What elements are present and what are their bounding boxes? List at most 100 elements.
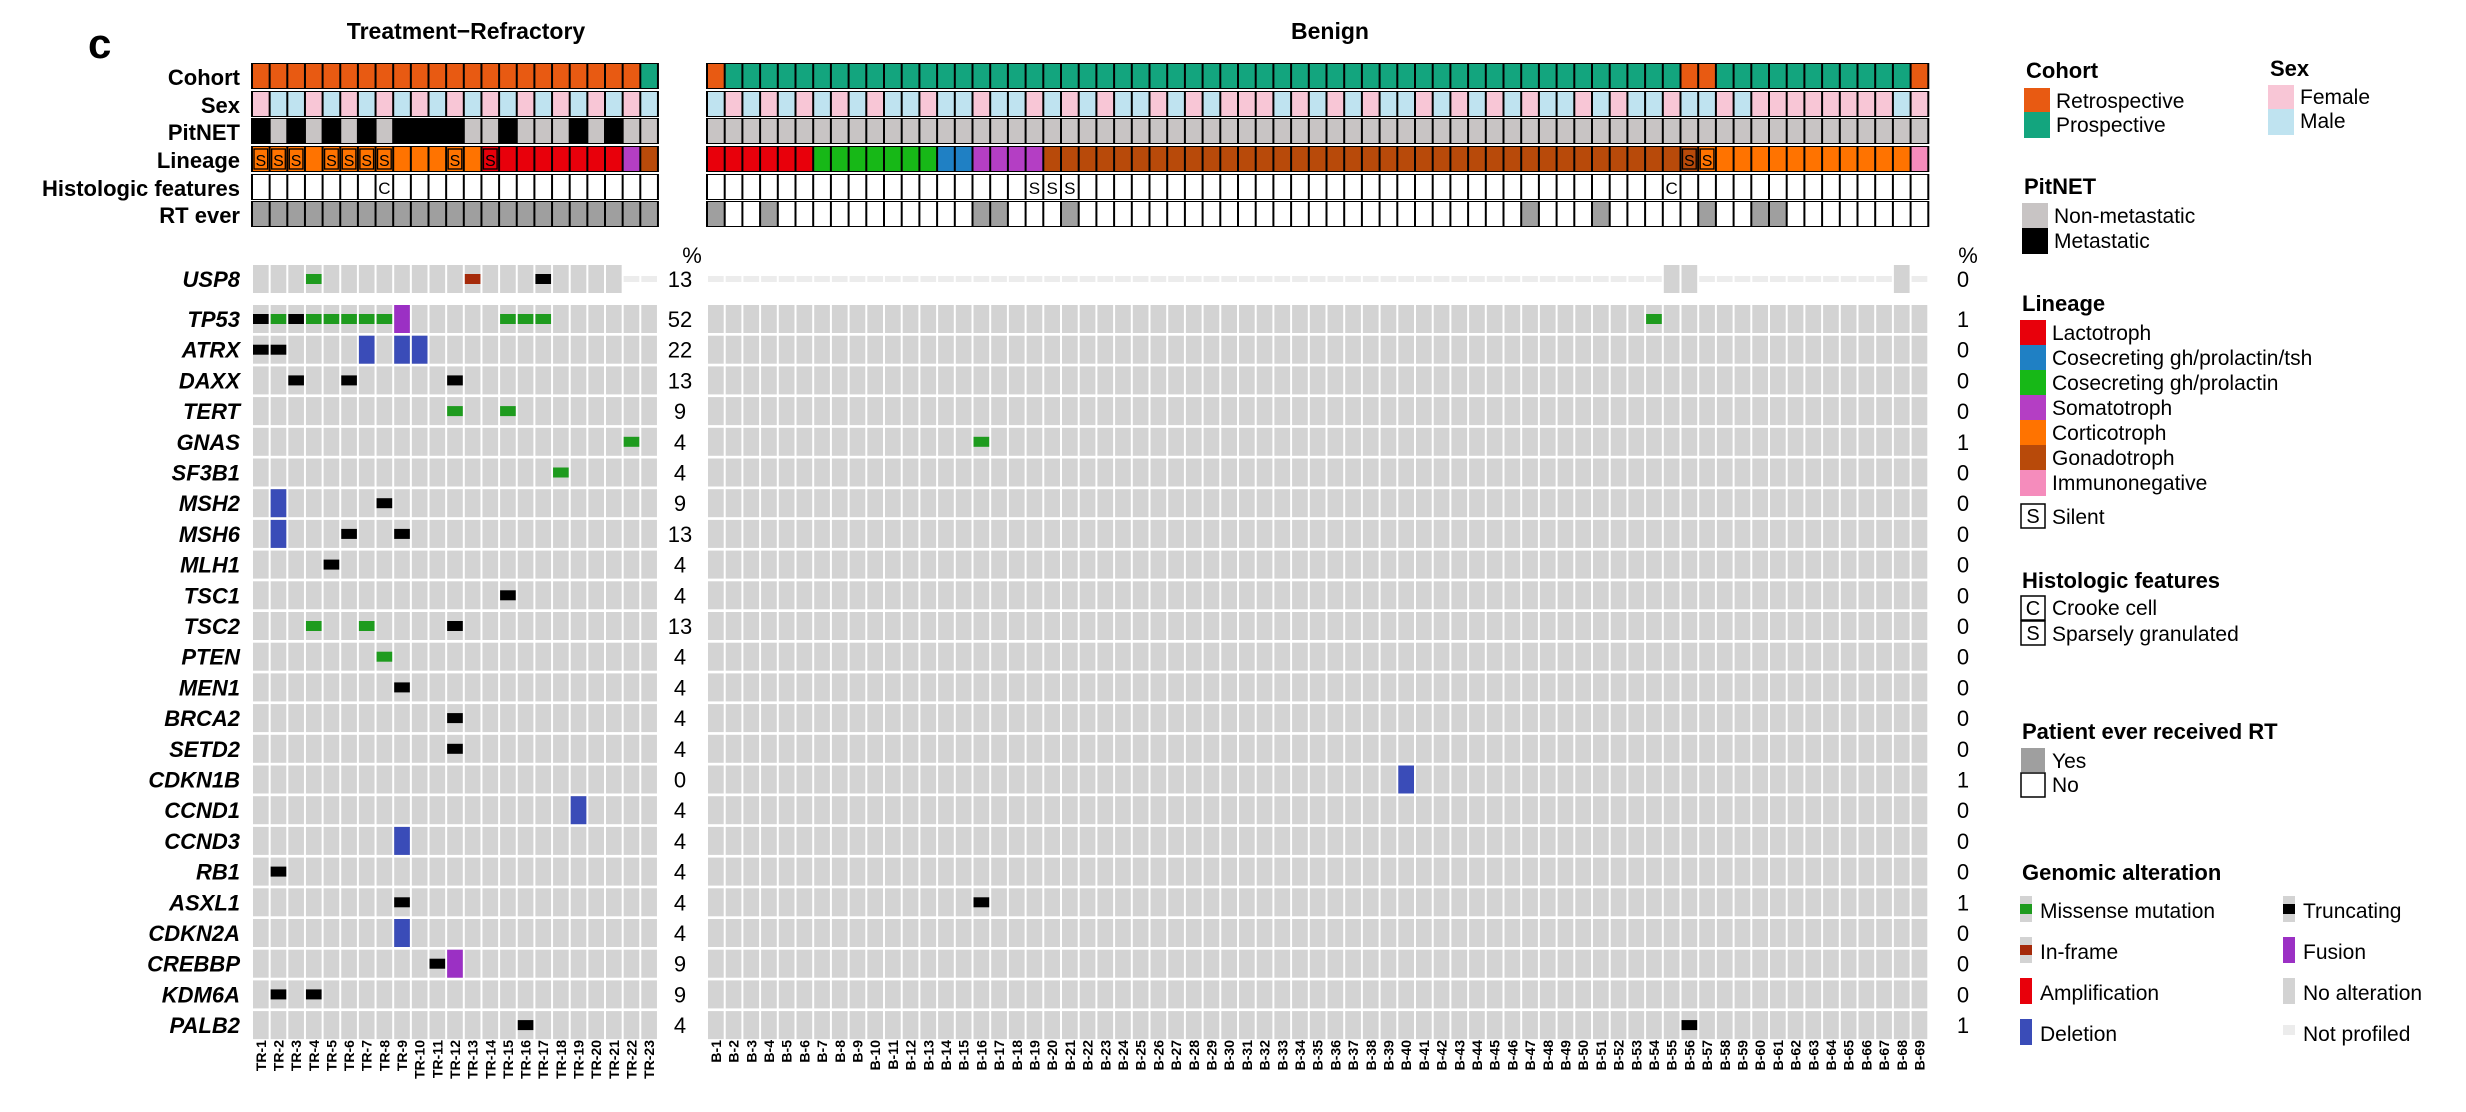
cell-MSH6-TR-4 bbox=[305, 519, 322, 548]
notprofiled-USP8-B-31 bbox=[1239, 276, 1255, 282]
cell-KDM6A-B-16 bbox=[973, 980, 990, 1009]
cell-SETD2-B-56 bbox=[1681, 734, 1698, 763]
sample-label-B-50: B-50 bbox=[1575, 1040, 1591, 1071]
cell-SF3B1-B-10 bbox=[867, 458, 883, 487]
cell-TSC1-B-24 bbox=[1115, 581, 1131, 610]
cell-ATRX-B-39 bbox=[1380, 335, 1397, 364]
cell-MLH1-B-66 bbox=[1858, 550, 1875, 579]
cell-SETD2-B-61 bbox=[1770, 734, 1786, 763]
cell-TERT-B-41 bbox=[1416, 397, 1432, 426]
cell-ATRX-B-24 bbox=[1115, 335, 1131, 364]
cell-TP53-B-11 bbox=[885, 305, 901, 333]
cell-DAXX-B-60 bbox=[1752, 366, 1768, 395]
cell-CDKN2A-B-48 bbox=[1539, 919, 1556, 947]
cell-PALB2-B-65 bbox=[1840, 1011, 1857, 1040]
pct-b-CDKN1B: 1 bbox=[1957, 768, 1969, 793]
cell-MEN1-B-21 bbox=[1062, 673, 1078, 702]
cell-TSC2-TR-8 bbox=[376, 612, 393, 640]
histo-cell-B-56 bbox=[1681, 175, 1698, 199]
cell-MEN1-B-65 bbox=[1840, 673, 1857, 702]
cell-TSC2-B-18 bbox=[1008, 612, 1025, 640]
legend-label-non-metastatic: Non-metastatic bbox=[2054, 205, 2195, 228]
lineage-cell-B-51 bbox=[1593, 147, 1609, 171]
cell-CDKN1B-B-59 bbox=[1734, 765, 1751, 794]
cell-PTEN-B-3 bbox=[743, 642, 760, 671]
cell-TP53-B-55 bbox=[1663, 305, 1680, 333]
sample-label-B-47: B-47 bbox=[1522, 1040, 1538, 1071]
cell-TP53-B-14 bbox=[938, 305, 954, 333]
cell-PTEN-B-8 bbox=[831, 642, 848, 671]
cell-CCND1-TR-15 bbox=[500, 796, 516, 825]
cell-RB1-TR-12 bbox=[447, 857, 463, 886]
cohort-cell-B-18 bbox=[1008, 64, 1025, 88]
cohort-cell-B-48 bbox=[1539, 64, 1556, 88]
cell-CDKN1B-B-43 bbox=[1451, 765, 1468, 794]
cell-RB1-B-21 bbox=[1062, 857, 1078, 886]
cell-TSC1-TR-11 bbox=[429, 581, 446, 610]
cell-PALB2-B-10 bbox=[867, 1011, 883, 1040]
cell-TSC1-B-13 bbox=[920, 581, 937, 610]
cell-MEN1-B-62 bbox=[1787, 673, 1804, 702]
notprofiled-USP8-B-42 bbox=[1433, 276, 1450, 282]
sex-cell-B-13 bbox=[920, 92, 937, 116]
cell-CDKN1B-B-7 bbox=[814, 765, 830, 794]
cell-TSC2-B-22 bbox=[1079, 612, 1096, 640]
cell-SETD2-B-3 bbox=[743, 734, 760, 763]
alt-truncating-CREBBP-TR-11 bbox=[429, 958, 446, 969]
notprofiled-USP8-B-21 bbox=[1062, 276, 1078, 282]
cell-ASXL1-B-41 bbox=[1416, 888, 1432, 917]
cell-CREBBP-B-8 bbox=[831, 949, 848, 978]
cell-MSH6-TR-19 bbox=[570, 519, 587, 548]
cell-DAXX-B-12 bbox=[902, 366, 919, 395]
lineage-cell-B-67 bbox=[1876, 147, 1892, 171]
legend-label-cosecreting-gh-prolactin-tsh: Cosecreting gh/prolactin/tsh bbox=[2052, 347, 2312, 370]
cell-TSC1-B-14 bbox=[938, 581, 954, 610]
lineage-cell-TR-20 bbox=[588, 147, 604, 171]
cell-KDM6A-B-56 bbox=[1681, 980, 1698, 1009]
cell-TSC2-B-27 bbox=[1168, 612, 1184, 640]
cell-CREBBP-B-11 bbox=[885, 949, 901, 978]
cell-ATRX-B-55 bbox=[1663, 335, 1680, 364]
cell-DAXX-B-35 bbox=[1309, 366, 1326, 395]
cell-CDKN1B-B-13 bbox=[920, 765, 937, 794]
cell-SF3B1-B-32 bbox=[1256, 458, 1273, 487]
notprofiled-USP8-B-16 bbox=[973, 276, 990, 282]
cell-GNAS-B-25 bbox=[1132, 427, 1149, 456]
gene-label-CDKN2A: CDKN2A bbox=[148, 921, 240, 946]
cell-SF3B1-TR-2 bbox=[270, 458, 287, 487]
cell-MEN1-B-3 bbox=[743, 673, 760, 702]
cohort-cell-B-3 bbox=[743, 64, 760, 88]
cell-ATRX-B-22 bbox=[1079, 335, 1096, 364]
cell-PALB2-B-27 bbox=[1168, 1011, 1184, 1040]
cell-TSC2-TR-23 bbox=[641, 612, 657, 640]
cell-MSH6-B-21 bbox=[1062, 519, 1078, 548]
cohort-cell-B-30 bbox=[1221, 64, 1237, 88]
cell-TP53-B-9 bbox=[849, 305, 866, 333]
cell-TSC1-B-65 bbox=[1840, 581, 1857, 610]
cell-MSH6-TR-8 bbox=[376, 519, 393, 548]
sample-label-TR-15: TR-15 bbox=[500, 1040, 516, 1079]
cell-GNAS-B-66 bbox=[1858, 427, 1875, 456]
cell-ATRX-B-50 bbox=[1575, 335, 1591, 364]
cell-KDM6A-B-20 bbox=[1044, 980, 1060, 1009]
cell-CDKN2A-B-2 bbox=[725, 919, 742, 947]
cell-MEN1-TR-17 bbox=[535, 673, 552, 702]
cell-TSC2-B-2 bbox=[725, 612, 742, 640]
cell-MSH2-B-23 bbox=[1097, 489, 1114, 518]
cell-TSC1-B-31 bbox=[1239, 581, 1255, 610]
cell-CCND1-TR-2 bbox=[270, 796, 287, 825]
cell-DAXX-TR-23 bbox=[641, 366, 657, 395]
cell-KDM6A-TR-21 bbox=[606, 980, 622, 1009]
cell-TSC1-B-51 bbox=[1593, 581, 1609, 610]
cell-TP53-B-10 bbox=[867, 305, 883, 333]
cell-ASXL1-B-9 bbox=[849, 888, 866, 917]
cell-PALB2-B-46 bbox=[1504, 1011, 1521, 1040]
alt-missense-TERT-TR-12 bbox=[447, 406, 463, 417]
cell-KDM6A-B-25 bbox=[1132, 980, 1149, 1009]
cell-TERT-B-22 bbox=[1079, 397, 1096, 426]
cell-CDKN2A-TR-5 bbox=[323, 919, 340, 947]
cohort-cell-B-49 bbox=[1557, 64, 1574, 88]
cell-CREBBP-B-27 bbox=[1168, 949, 1184, 978]
cell-TERT-B-21 bbox=[1062, 397, 1078, 426]
cell-MSH6-B-5 bbox=[778, 519, 795, 548]
